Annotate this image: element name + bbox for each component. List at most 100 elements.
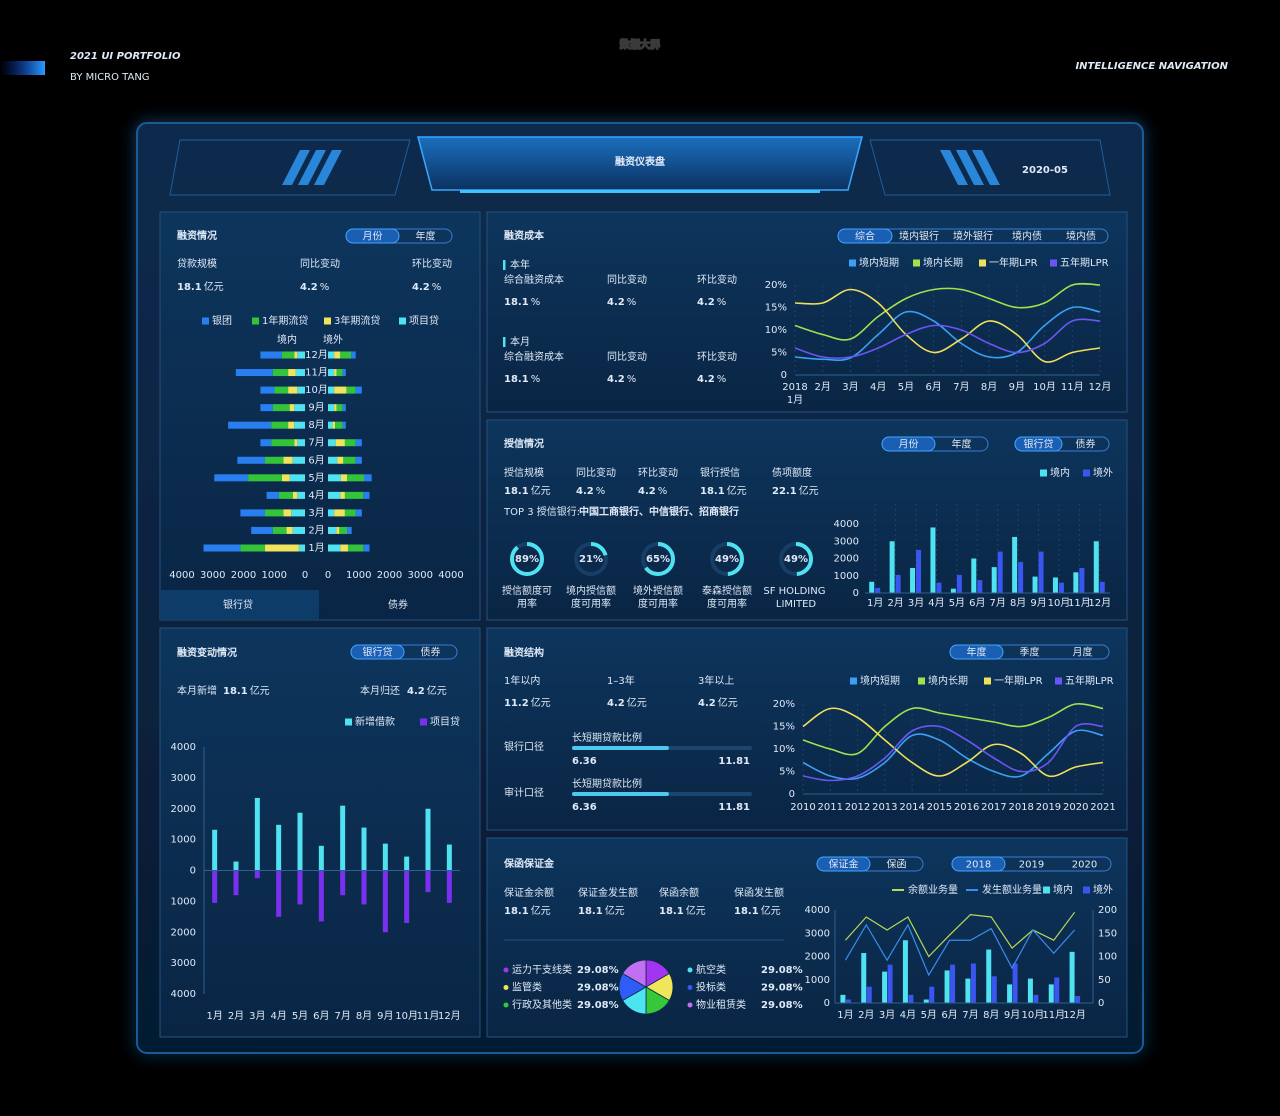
tab[interactable]: 季度 (1020, 646, 1040, 659)
tagline: INTELLIGENCE NAVIGATION (1075, 61, 1228, 72)
x-tick-label: 4000 (438, 570, 463, 581)
x-tick-label: 11月 (417, 1010, 440, 1022)
tab[interactable]: 年度 (949, 644, 1004, 660)
bar (1093, 541, 1099, 593)
bar (404, 870, 410, 923)
x-tick-label: 2017 (981, 802, 1006, 813)
category-label: 3月 (308, 507, 324, 519)
tab[interactable]: 综合 (837, 228, 893, 244)
x-tick-label: 2月 (815, 381, 831, 393)
tab-label: 境外银行 (953, 230, 993, 243)
category-label: 11月 (305, 367, 328, 379)
legend-dot (503, 985, 509, 990)
stat-number: 4.2 (697, 297, 715, 308)
tab[interactable]: 境外银行 (953, 230, 993, 243)
tab[interactable]: 保证金 (816, 856, 871, 872)
stat-value: 4.2% (576, 486, 605, 497)
bar-segment (328, 369, 335, 377)
stat-value: 4.2% (607, 297, 636, 308)
bar (1052, 577, 1058, 593)
tab[interactable]: 境内银行 (899, 230, 939, 243)
bar-segment (214, 474, 249, 482)
bar-segment (286, 526, 293, 534)
tab-label: 境内银行 (899, 230, 939, 243)
stat-label: 贷款规模 (177, 257, 217, 270)
y-tick-label: 15% (765, 303, 787, 314)
tab[interactable]: 境内债 (1012, 230, 1042, 243)
bar-segment (281, 474, 290, 482)
stat-unit: 亿元 (761, 904, 781, 917)
bar-segment (292, 456, 305, 464)
bar-segment (283, 456, 293, 464)
bar (382, 843, 388, 871)
bar-segment (355, 386, 362, 394)
x-tick-label: 8月 (981, 381, 997, 393)
stat-value: 18.1 亿元 (223, 684, 270, 697)
bar (1054, 977, 1060, 1003)
y-tick-label: 20% (765, 280, 787, 291)
tab[interactable]: 月份 (881, 436, 936, 452)
ring-label: 49% (715, 554, 739, 565)
stat-unit: 亿元 (718, 696, 738, 709)
legend-swatch (984, 677, 991, 685)
tab-active (837, 228, 893, 244)
x-tick-label: 4月 (900, 1009, 916, 1021)
stat-number: 18.1 (504, 906, 529, 917)
stat-value: 18.1 亿元 (659, 904, 706, 917)
tab[interactable]: 银行贷 (1014, 436, 1063, 452)
tab[interactable]: 保函 (887, 858, 907, 871)
tab-active (951, 856, 1006, 872)
tab[interactable]: 年度 (416, 230, 436, 243)
bar (895, 574, 901, 593)
stat-label: 同比变动 (300, 257, 340, 270)
bar-segment (334, 386, 347, 394)
x-tick-label: 2021 (1090, 802, 1115, 813)
tab[interactable]: 2019 (1019, 860, 1044, 871)
tab[interactable]: 债券 (421, 646, 441, 659)
stat-number: 4.2 (607, 297, 625, 308)
bar (861, 953, 867, 1003)
tab[interactable]: 月份 (345, 228, 400, 244)
ring (710, 542, 744, 576)
bar-segment (355, 439, 362, 447)
x-tick-label: 2020 (1063, 802, 1088, 813)
bar-segment (328, 421, 333, 429)
stat-number: 4.2 (607, 374, 625, 385)
y-tick-label: 1000 (171, 896, 196, 907)
tab[interactable]: 年度 (952, 438, 972, 451)
tab[interactable]: 债券 (1076, 438, 1096, 451)
legend-swatch (345, 718, 352, 726)
legend-label: 境内短期 (860, 674, 900, 687)
tab[interactable]: 月度 (1073, 646, 1093, 659)
stat-number: 18.1 (504, 374, 529, 385)
bar-segment (363, 474, 372, 482)
x-tick-label: 5月 (292, 1010, 308, 1022)
legend-swatch (252, 317, 259, 325)
tab[interactable]: 2018 (951, 856, 1006, 872)
bar-segment (294, 421, 305, 429)
bar (923, 999, 929, 1003)
tab[interactable]: 境内债 (1066, 230, 1096, 243)
y-tick-label: 3000 (171, 773, 196, 784)
legend-value: 29.08% (577, 965, 619, 976)
bar (340, 805, 346, 871)
tab-active (345, 228, 400, 244)
title-underline (460, 190, 820, 193)
bar (1027, 978, 1033, 1003)
x-tick-label: 4月 (270, 1010, 286, 1022)
legend-label: 1年期流贷 (262, 314, 308, 327)
x-tick-label: 2000 (377, 570, 402, 581)
legend-label: 银团 (212, 314, 232, 327)
x-tick-label: 2019 (1036, 802, 1061, 813)
x-tick-label: 12月 (1089, 381, 1112, 393)
tab[interactable]: 银行贷 (350, 644, 405, 660)
tab-label: 债券 (1076, 438, 1096, 451)
panel-title: 融资成本 (504, 229, 545, 242)
tab[interactable]: 债券 (321, 590, 479, 619)
tab[interactable]: 2020 (1072, 860, 1097, 871)
bar-segment (337, 456, 344, 464)
stat-value: 18.1 亿元 (177, 280, 224, 293)
tab[interactable]: 银行贷 (161, 590, 319, 619)
stat-unit: % (596, 486, 606, 497)
ring-caption: 境外授信额度可用率 (633, 584, 683, 610)
